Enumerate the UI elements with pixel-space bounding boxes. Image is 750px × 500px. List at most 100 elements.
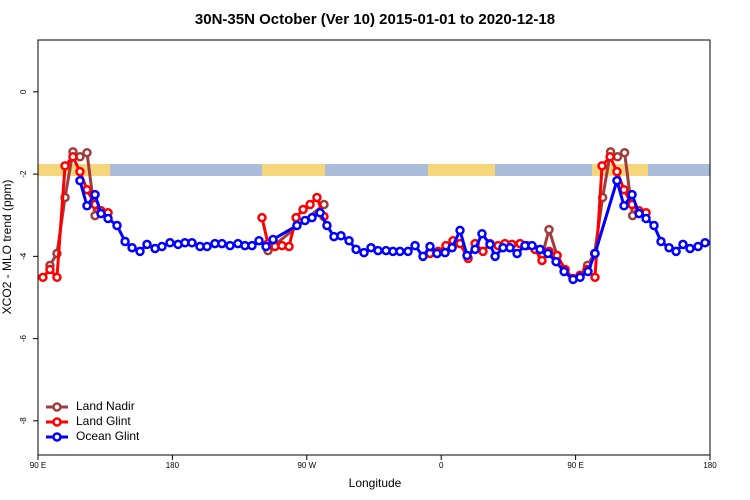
data-point [60,161,70,171]
data-point [157,241,167,252]
y-axis-label: XCO2 - MLO trend (ppm) [0,180,14,315]
data-point [217,238,227,249]
data-point [127,242,137,253]
data-point [336,231,346,241]
data-point [678,239,688,250]
data-point [470,244,480,255]
data-point [82,147,92,158]
data-point [559,266,569,277]
data-point [641,213,651,224]
land-ocean-band [38,164,710,176]
data-point [305,199,315,210]
y-tick-label: -2 [19,170,28,178]
data-point [527,240,537,251]
data-point [693,241,703,252]
x-tick-label: 0 [439,461,444,470]
data-point [583,266,593,277]
legend-label: Ocean Glint [76,429,140,443]
data-point [477,228,487,239]
data-point [551,256,561,267]
data-point [344,235,354,246]
data-point [359,247,369,258]
x-tick-label: 180 [166,461,180,470]
y-tick-label: 0 [19,89,28,94]
data-point [202,241,212,252]
band-land [428,164,495,176]
data-point [75,175,85,186]
x-tick-label: 90 E [567,461,583,470]
data-point [612,166,622,177]
data-point [254,235,264,246]
data-point [284,241,294,252]
data-point [257,212,267,223]
data-point [142,239,152,250]
legend-label: Land Nadir [76,399,135,413]
data-point [261,241,271,252]
data-point [447,242,457,253]
data-point [425,241,435,252]
band-ocean [38,164,710,176]
data-point [315,207,325,218]
band-land [38,164,110,176]
legend-label: Land Glint [76,414,131,428]
data-point [82,201,92,211]
x-tick-label: 90 W [297,461,316,470]
data-point [597,161,607,171]
data-point [165,238,175,248]
data-point [307,212,317,223]
data-point [90,189,100,200]
data-point [575,272,585,283]
data-point [612,152,623,162]
legend-marker [52,432,62,442]
data-point [619,147,630,158]
data-point [543,248,553,259]
plot-frame [37,39,711,456]
data-point [455,225,465,236]
data-point [187,238,197,248]
data-point [544,224,554,235]
data-point [351,244,361,255]
data-point [298,204,308,215]
data-point [38,272,48,283]
data-point [52,272,62,283]
data-point [373,245,383,256]
data-point [490,251,500,262]
data-point [664,242,674,253]
data-point [268,234,278,245]
data-point [478,246,488,257]
data-point [590,272,600,283]
data-point [403,246,413,257]
data-point [685,243,695,254]
data-point [537,255,547,266]
data-point [512,248,522,259]
chart-title: 30N-35N October (Ver 10) 2015-01-01 to 2… [195,11,555,28]
data-point [312,192,322,203]
data-point [410,240,420,251]
data-point [619,201,629,211]
data-point [505,242,515,253]
data-point [485,239,495,250]
x-tick-label: 90 E [30,461,46,470]
data-point [671,246,681,257]
data-point [590,248,600,259]
data-point [103,213,113,224]
legend-marker [52,402,62,412]
data-point [634,208,644,219]
data-point [96,208,106,219]
data-point [395,246,405,257]
data-point [247,240,257,251]
data-point [605,152,615,162]
data-point [627,189,637,200]
data-point [700,238,710,248]
data-point [440,247,450,258]
data-point [656,236,666,247]
x-tick-label: 180 [703,461,717,470]
data-point [432,248,442,259]
data-point [225,240,235,251]
y-tick-label: -8 [19,417,28,425]
data-point [68,152,78,162]
data-point [135,246,145,257]
data-point [292,220,302,231]
data-point [535,244,545,255]
